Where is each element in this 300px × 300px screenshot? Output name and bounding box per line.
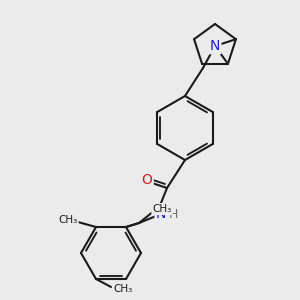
Text: CH₃: CH₃ [58, 215, 78, 225]
Text: CH₃: CH₃ [113, 284, 133, 294]
Text: O: O [142, 173, 152, 187]
Text: H: H [168, 208, 178, 220]
Text: CH₃: CH₃ [152, 204, 172, 214]
Text: N: N [210, 39, 220, 53]
Text: N: N [156, 207, 166, 221]
